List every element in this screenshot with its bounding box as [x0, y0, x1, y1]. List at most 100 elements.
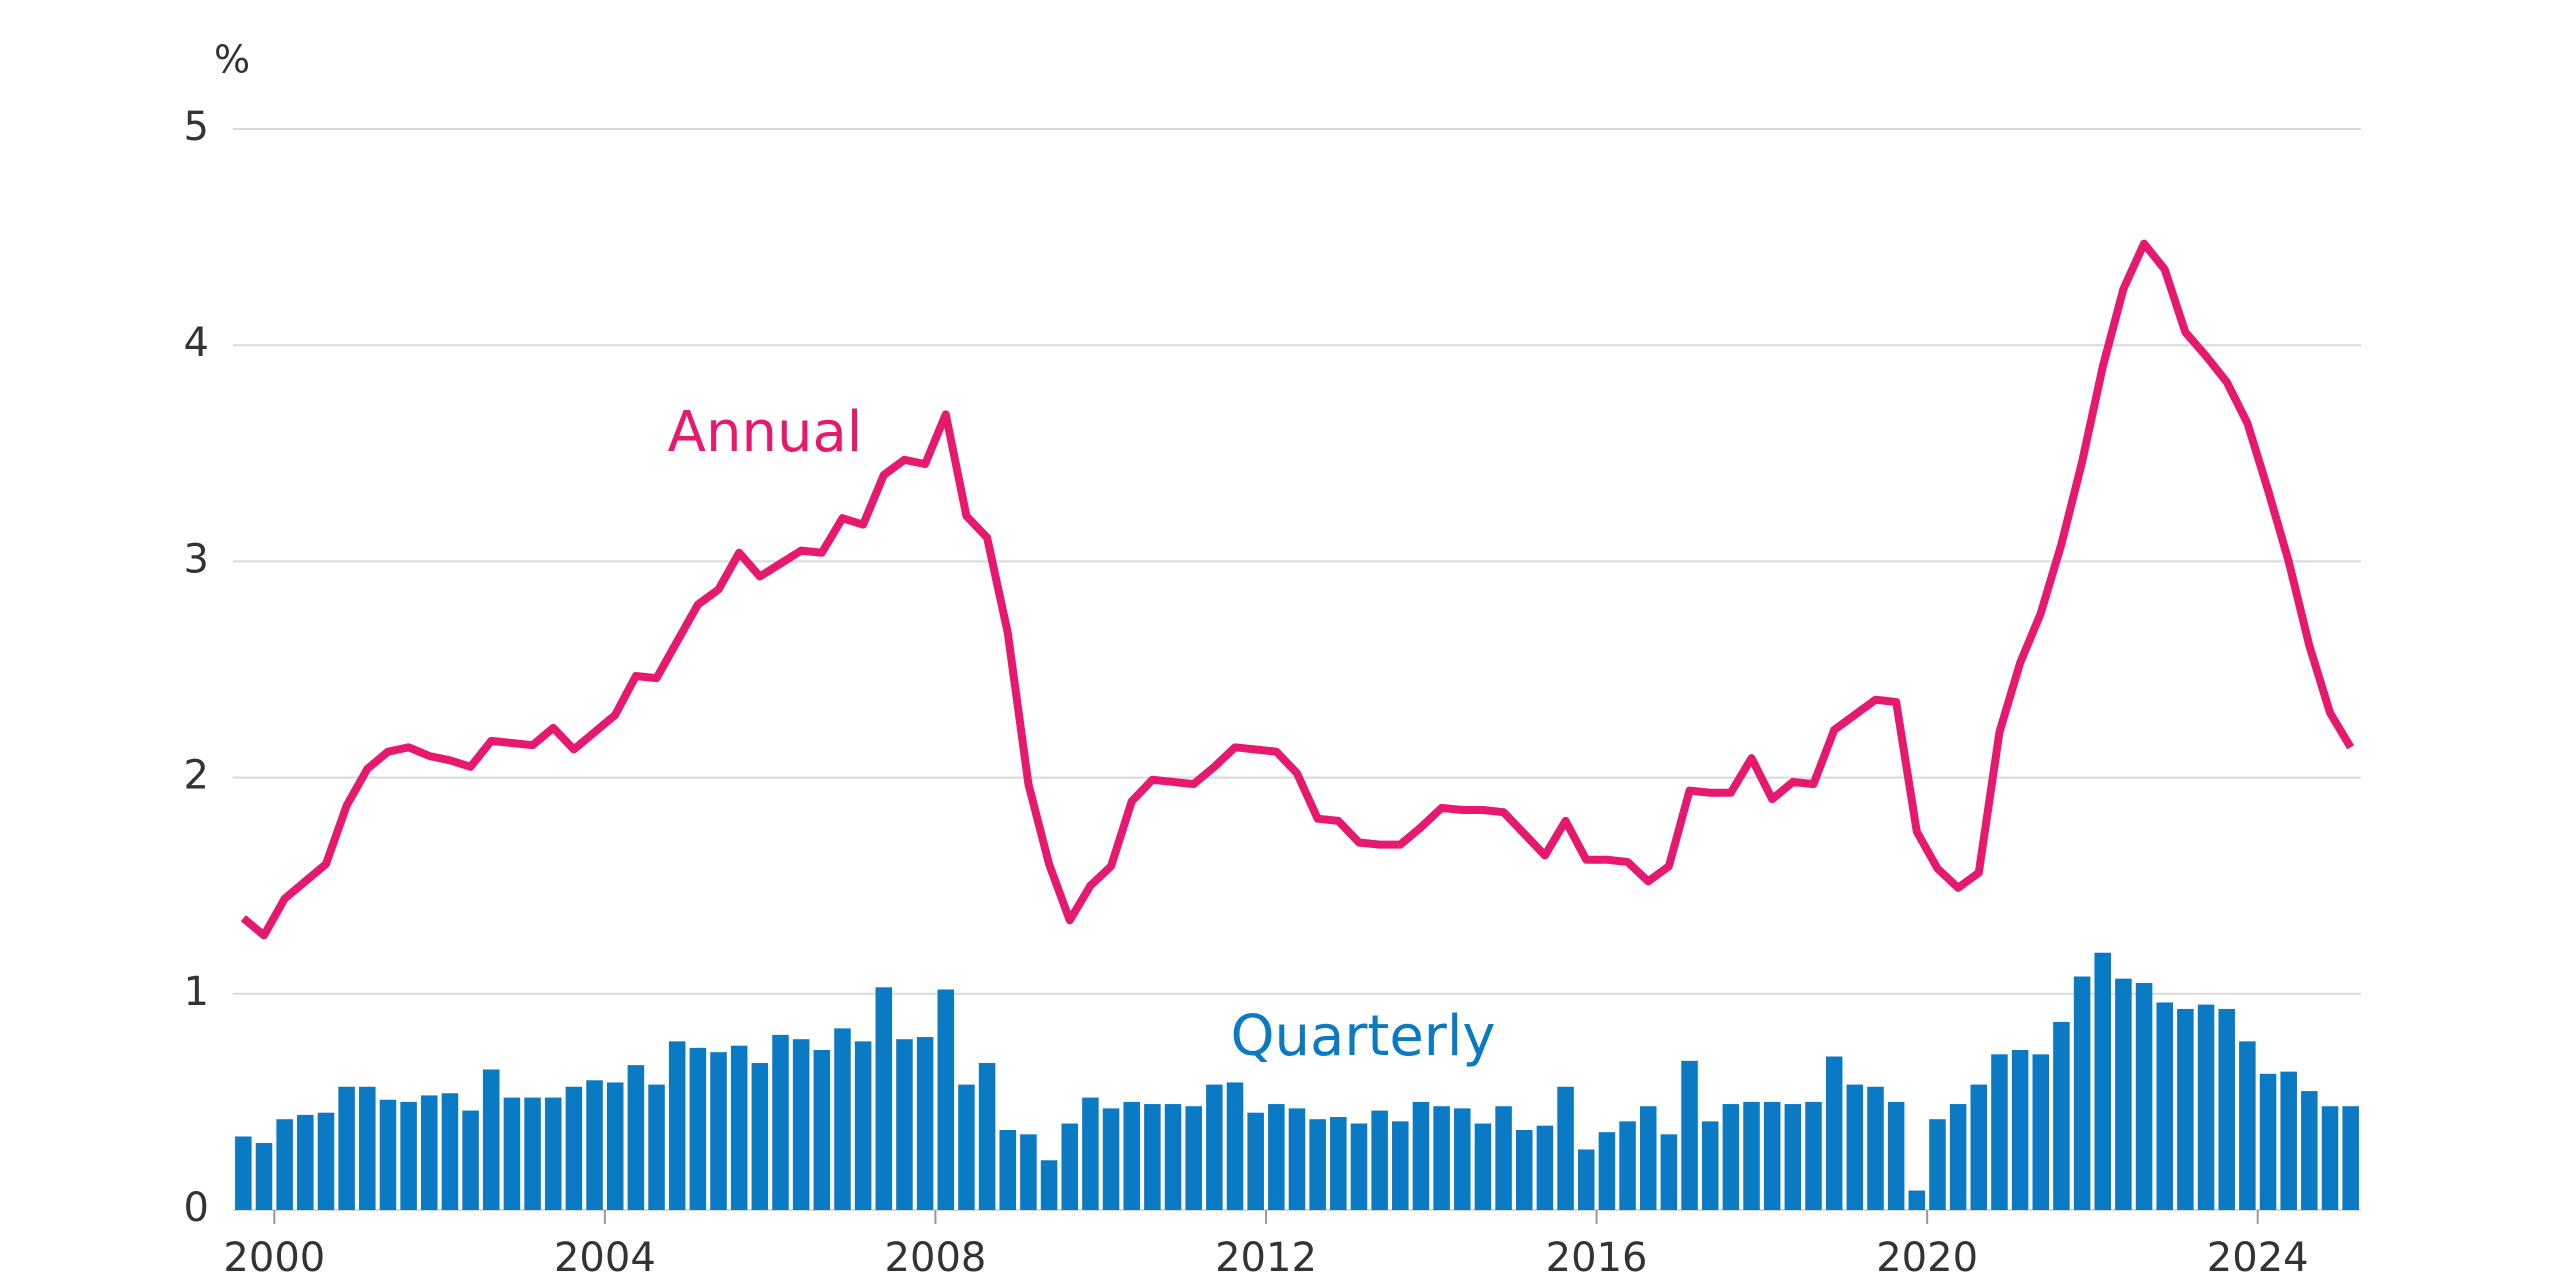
bar [1392, 1121, 1409, 1210]
bar [958, 1084, 975, 1210]
bar [1040, 1160, 1058, 1210]
bar [2115, 978, 2132, 1210]
bar [1701, 1121, 1719, 1210]
bar [896, 1039, 913, 1210]
bar [648, 1084, 665, 1210]
bar [503, 1097, 521, 1210]
bar [1763, 1101, 1781, 1210]
bar [235, 1136, 252, 1210]
bar [1515, 1130, 1533, 1210]
bar [1784, 1104, 1802, 1210]
bar [1536, 1125, 1554, 1210]
bar [1743, 1101, 1760, 1210]
bar [1226, 1082, 1244, 1210]
bar [462, 1110, 479, 1210]
bar [379, 1099, 397, 1210]
bar [276, 1119, 293, 1210]
bar [2032, 1054, 2050, 1210]
series-label: Quarterly [1230, 1004, 1495, 1069]
bar [1970, 1084, 1988, 1210]
bar [1639, 1106, 1657, 1210]
bar [400, 1101, 417, 1210]
bar [1887, 1101, 1905, 1210]
bar [1598, 1132, 1616, 1210]
bar [751, 1062, 769, 1210]
bar [1495, 1106, 1512, 1210]
y-tick-label: 2 [184, 753, 209, 799]
y-tick-label: 5 [184, 104, 209, 150]
bar [1020, 1134, 1037, 1210]
bar [482, 1069, 500, 1210]
bar [1371, 1110, 1388, 1210]
bar [2135, 982, 2153, 1210]
bar [2011, 1050, 2029, 1210]
bar [1619, 1121, 1636, 1210]
bar [1474, 1123, 1492, 1210]
bar [916, 1037, 934, 1210]
bar [1805, 1101, 1822, 1210]
bar [2156, 1002, 2173, 1210]
bar [627, 1065, 645, 1210]
bar [2073, 976, 2091, 1210]
bar [338, 1086, 355, 1210]
x-tick-label: 2008 [885, 1235, 987, 1280]
bar [359, 1086, 376, 1210]
bar [1082, 1097, 1099, 1210]
bar [1102, 1108, 1120, 1210]
bar [1268, 1104, 1285, 1210]
bar [1144, 1104, 1161, 1210]
bar [1908, 1190, 1926, 1210]
bar [813, 1050, 831, 1210]
bar [834, 1028, 851, 1210]
bar [1681, 1060, 1698, 1210]
y-tick-label: 0 [184, 1185, 209, 1231]
bar [668, 1041, 686, 1210]
bar [1433, 1106, 1450, 1210]
bar [317, 1112, 335, 1210]
bar [441, 1093, 459, 1210]
bar [1412, 1101, 1430, 1210]
bar [730, 1045, 748, 1210]
bar [2197, 1004, 2215, 1210]
bar [999, 1130, 1017, 1210]
x-tick-label: 2004 [554, 1235, 656, 1280]
bar [586, 1080, 603, 1210]
x-tick-label: 2024 [2207, 1235, 2309, 1280]
bar [689, 1047, 707, 1210]
bar [1660, 1134, 1678, 1210]
bar [2259, 1073, 2277, 1210]
bar [2342, 1106, 2359, 1210]
y-axis-label: % [214, 38, 250, 82]
bar [565, 1086, 583, 1210]
bar [2301, 1091, 2318, 1210]
bar [2177, 1008, 2194, 1210]
bar [2321, 1106, 2339, 1210]
bar [421, 1095, 438, 1210]
bar [1825, 1056, 1843, 1210]
x-tick-label: 2000 [223, 1235, 325, 1280]
bar [1330, 1117, 1347, 1210]
bar [978, 1062, 996, 1210]
bar [1350, 1123, 1368, 1210]
bar [854, 1041, 872, 1210]
bar [1846, 1084, 1864, 1210]
series-label: Annual [668, 400, 863, 465]
x-tick-label: 2016 [1546, 1235, 1648, 1280]
bar [255, 1142, 273, 1210]
bar [710, 1052, 727, 1210]
bar [1309, 1119, 1326, 1210]
x-tick-label: 2020 [1876, 1235, 1978, 1280]
bar [1185, 1106, 1202, 1210]
bar [1557, 1086, 1574, 1210]
bar [1454, 1108, 1471, 1210]
bar [1867, 1086, 1884, 1210]
bar [1061, 1123, 1079, 1210]
bar [875, 987, 893, 1210]
bar [1288, 1108, 1306, 1210]
bar [2053, 1021, 2070, 1210]
bar [792, 1039, 810, 1210]
bar [606, 1082, 624, 1210]
bar [1949, 1104, 1967, 1210]
